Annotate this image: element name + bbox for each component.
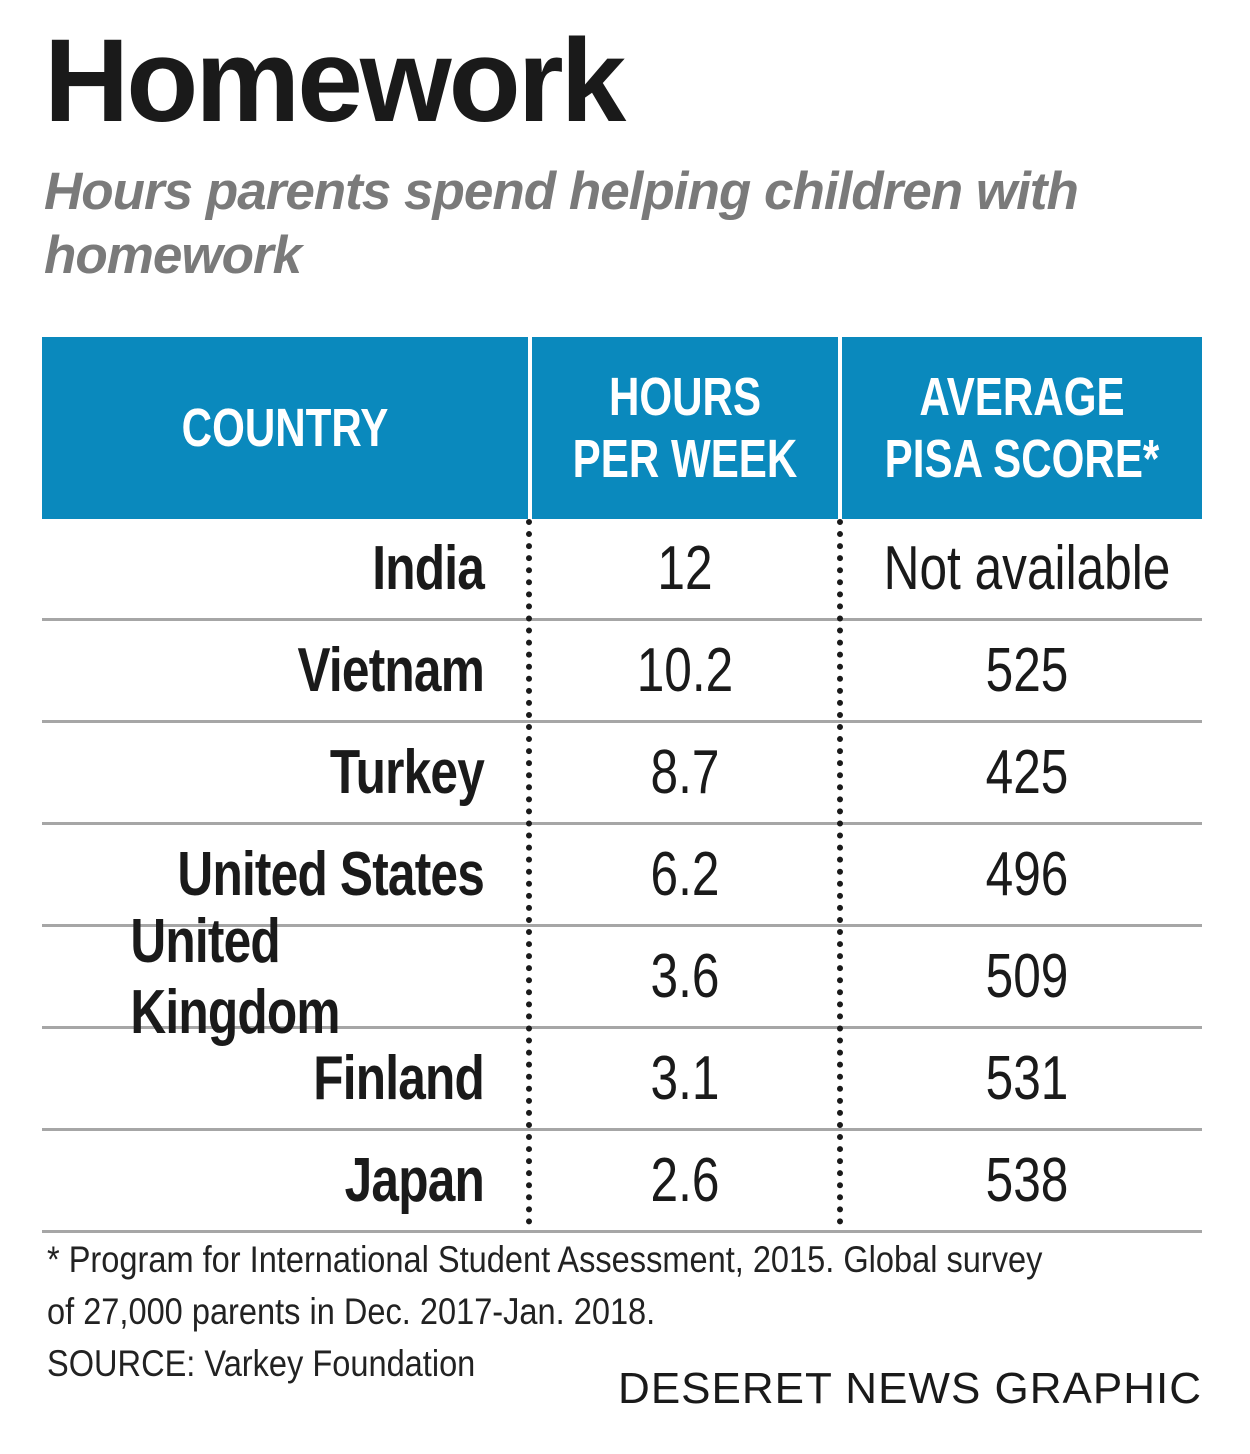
cell-hours: 2.6 <box>650 1146 720 1215</box>
cell-country: Finland <box>313 1044 485 1113</box>
cell-country: Turkey <box>329 738 485 807</box>
data-table: COUNTRY HOURS PER WEEK AVERAGE PISA SCOR… <box>42 337 1202 1233</box>
table-row: India 12 Not available <box>42 519 1202 621</box>
footnote: * Program for International Student Asse… <box>47 1234 1068 1390</box>
chart-title: Homework <box>44 15 626 147</box>
cell-country: India <box>372 534 485 603</box>
table-row: Turkey 8.7 425 <box>42 723 1202 825</box>
cell-hours: 3.1 <box>650 1044 720 1113</box>
table-header: COUNTRY HOURS PER WEEK AVERAGE PISA SCOR… <box>42 337 1202 519</box>
cell-country: Vietnam <box>297 636 485 705</box>
table-row: United Kingdom 3.6 509 <box>42 906 1202 1047</box>
cell-pisa: 538 <box>985 1146 1069 1215</box>
dotted-column-divider <box>526 519 532 1225</box>
header-divider <box>528 337 532 519</box>
credit-line: DESERET NEWS GRAPHIC <box>618 1364 1202 1413</box>
cell-pisa: 531 <box>985 1044 1069 1113</box>
cell-pisa: 509 <box>985 942 1069 1011</box>
cell-country: Japan <box>344 1146 485 1215</box>
cell-pisa: 496 <box>985 840 1069 909</box>
column-header-country: COUNTRY <box>181 398 389 458</box>
column-header-hours: HOURS PER WEEK <box>572 367 798 489</box>
cell-hours: 10.2 <box>636 636 734 705</box>
table-body: India 12 Not available Vietnam 10.2 525 … <box>42 519 1202 1233</box>
cell-hours: 12 <box>657 534 713 603</box>
cell-country: United States <box>177 840 484 909</box>
source-text: SOURCE: Varkey Foundation <box>47 1343 476 1384</box>
footnote-text: * Program for International Student Asse… <box>47 1239 1043 1332</box>
chart-subtitle: Hours parents spend helping children wit… <box>44 162 1079 285</box>
cell-hours: 8.7 <box>650 738 720 807</box>
column-header-pisa: AVERAGE PISA SCORE* <box>884 367 1160 489</box>
table-row: Japan 2.6 538 <box>42 1131 1202 1233</box>
cell-pisa: 425 <box>985 738 1069 807</box>
cell-pisa: 525 <box>985 636 1069 705</box>
cell-pisa: Not available <box>883 534 1171 603</box>
table-row: Finland 3.1 531 <box>42 1029 1202 1131</box>
table-row: Vietnam 10.2 525 <box>42 621 1202 723</box>
header-divider <box>838 337 842 519</box>
cell-hours: 3.6 <box>650 942 720 1011</box>
dotted-column-divider <box>837 519 843 1225</box>
cell-country: United Kingdom <box>130 906 340 1047</box>
cell-hours: 6.2 <box>650 840 720 909</box>
table-row: United States 6.2 496 <box>42 825 1202 927</box>
